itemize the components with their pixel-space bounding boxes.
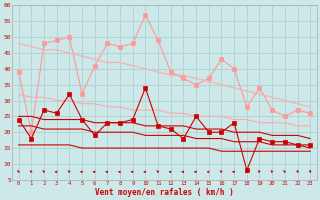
X-axis label: Vent moyen/en rafales ( km/h ): Vent moyen/en rafales ( km/h ) [95,188,234,197]
